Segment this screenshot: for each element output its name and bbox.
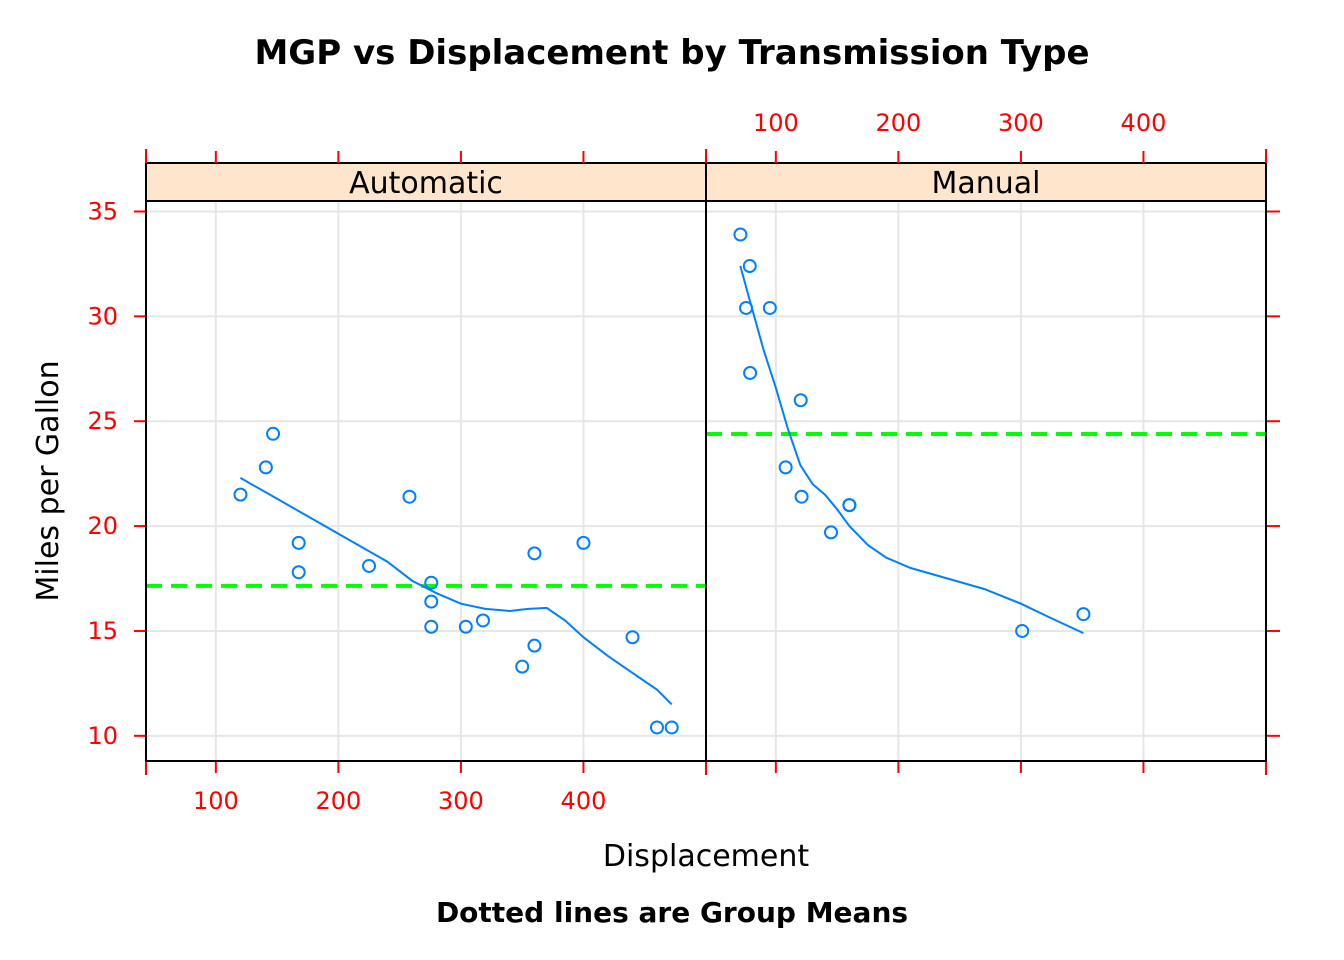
x-tick-label: 300 bbox=[438, 787, 484, 815]
data-point bbox=[793, 393, 808, 408]
data-point bbox=[664, 720, 679, 735]
data-point bbox=[823, 525, 838, 540]
data-point bbox=[362, 558, 377, 573]
chart-title: MGP vs Displacement by Transmission Type bbox=[254, 33, 1089, 73]
data-point bbox=[733, 227, 748, 242]
x-tick-label: 400 bbox=[1121, 109, 1167, 137]
x-tick-label: 200 bbox=[875, 109, 921, 137]
data-point bbox=[291, 565, 306, 580]
y-tick-label: 30 bbox=[87, 302, 118, 330]
data-point bbox=[842, 498, 857, 513]
data-point bbox=[527, 638, 542, 653]
data-point bbox=[291, 535, 306, 550]
x-tick-label: 100 bbox=[753, 109, 799, 137]
loess-curve bbox=[739, 265, 1084, 635]
strip-label: Automatic bbox=[349, 166, 503, 201]
data-point bbox=[258, 460, 273, 475]
y-tick-label: 35 bbox=[87, 197, 118, 225]
data-point bbox=[1015, 623, 1030, 638]
x-axis-label: Displacement bbox=[603, 839, 809, 874]
y-axis-label: Miles per Gallon bbox=[31, 360, 66, 601]
y-tick-label: 10 bbox=[87, 722, 118, 750]
loess-curve bbox=[239, 477, 673, 706]
data-point bbox=[742, 259, 757, 274]
x-tick-label: 100 bbox=[193, 787, 239, 815]
data-point bbox=[649, 720, 664, 735]
data-point bbox=[424, 575, 439, 590]
data-point bbox=[458, 619, 473, 634]
data-point bbox=[266, 426, 281, 441]
data-point bbox=[402, 489, 417, 504]
plot-area: Automatic 100 200 300 400 Manual 100 200 300 400 1… bbox=[87, 109, 1280, 815]
data-point bbox=[625, 630, 640, 645]
data-point bbox=[475, 613, 490, 628]
x-tick-label: 400 bbox=[561, 787, 607, 815]
data-point bbox=[527, 546, 542, 561]
x-tick-label: 300 bbox=[998, 109, 1044, 137]
data-point bbox=[515, 659, 530, 674]
x-tick-label: 200 bbox=[315, 787, 361, 815]
data-point bbox=[739, 300, 754, 315]
y-tick-label: 15 bbox=[87, 617, 118, 645]
data-point bbox=[576, 535, 591, 550]
chart-subtitle: Dotted lines are Group Means bbox=[436, 896, 908, 929]
strip-label: Manual bbox=[931, 166, 1040, 201]
data-point bbox=[762, 300, 777, 315]
data-point bbox=[794, 489, 809, 504]
y-tick-label: 20 bbox=[87, 512, 118, 540]
data-point bbox=[424, 594, 439, 609]
panel-manual: Manual 100 200 300 400 bbox=[705, 109, 1267, 773]
y-tick-label: 25 bbox=[87, 407, 118, 435]
data-point bbox=[424, 619, 439, 634]
data-point bbox=[1076, 607, 1091, 622]
data-point bbox=[778, 460, 793, 475]
data-point bbox=[233, 487, 248, 502]
data-point bbox=[743, 365, 758, 380]
